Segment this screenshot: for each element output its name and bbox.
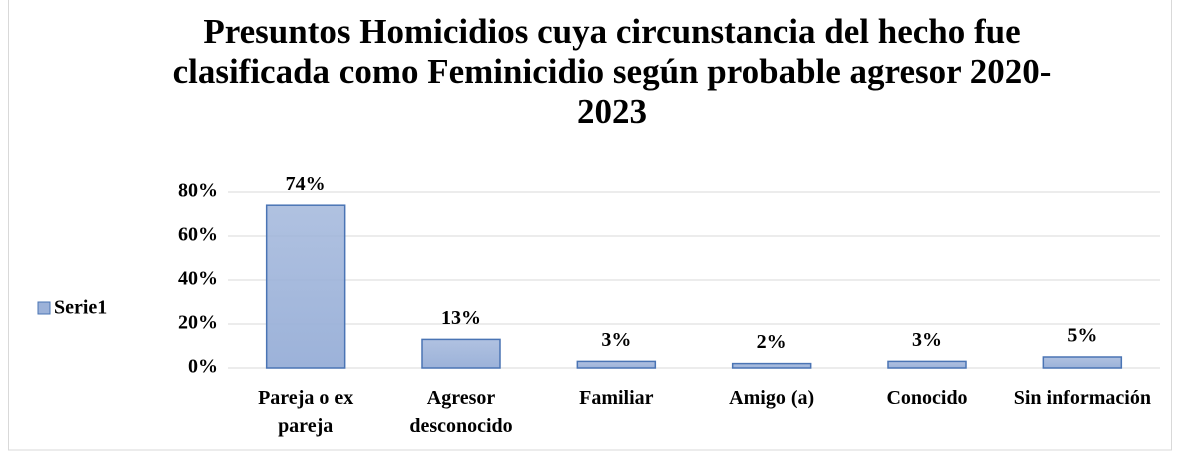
bar (576, 360, 657, 369)
y-tick-label: 60% (178, 224, 218, 246)
bar (887, 360, 967, 369)
y-tick-label: 40% (178, 268, 218, 290)
chart-title: Presuntos Homicidios cuya circunstancia … (172, 12, 1052, 131)
y-tick-label: 80% (178, 180, 218, 202)
x-tick-label: Sin información (1013, 387, 1151, 409)
data-label: 5% (1067, 325, 1097, 347)
y-tick-label: 20% (178, 312, 218, 334)
data-label: 74% (286, 173, 326, 195)
chart-border (8, 0, 1172, 451)
x-tick-label: Pareja o ex pareja (258, 387, 354, 437)
data-label: 2% (757, 331, 787, 353)
bar (265, 204, 346, 369)
legend-swatch (37, 301, 51, 315)
x-tick-label: Agresor desconocido (409, 387, 513, 437)
x-tick-label: Amigo (a) (729, 387, 815, 409)
data-label: 13% (441, 307, 481, 329)
x-tick-label: Conocido (886, 387, 968, 409)
x-tick-label: Familiar (579, 387, 654, 409)
bar (1042, 356, 1123, 369)
y-tick-label: 0% (188, 356, 218, 378)
legend-label: Serie1 (54, 297, 107, 319)
bar (421, 338, 501, 369)
data-label: 3% (601, 329, 631, 351)
bar (731, 362, 812, 369)
data-label: 3% (912, 329, 942, 351)
